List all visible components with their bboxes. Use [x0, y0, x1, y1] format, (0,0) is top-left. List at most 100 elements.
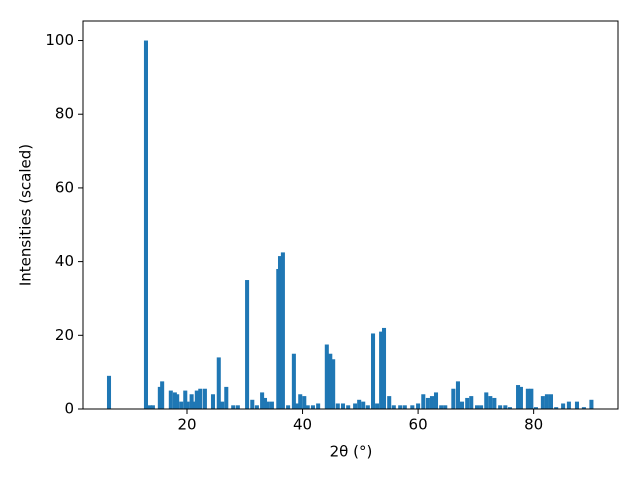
bar — [202, 388, 207, 409]
bar — [503, 405, 508, 409]
plot-frame — [82, 20, 619, 410]
bar — [286, 405, 291, 409]
bar — [533, 407, 538, 409]
bar — [544, 394, 549, 409]
bar — [235, 405, 240, 409]
bar — [548, 394, 554, 409]
x-tick-label: 40 — [293, 416, 312, 434]
bar — [498, 405, 503, 409]
x-tick-label: 20 — [177, 416, 196, 434]
x-tick-label: 80 — [524, 416, 543, 434]
bar — [269, 401, 274, 409]
x-tick-label: 60 — [409, 416, 428, 434]
bar — [210, 394, 216, 409]
bar — [189, 394, 194, 409]
bar — [459, 401, 465, 409]
bar — [172, 392, 177, 409]
bar — [224, 386, 229, 409]
y-tick-label: 60 — [55, 178, 74, 196]
y-tick-label: 0 — [64, 400, 74, 418]
bar — [492, 397, 497, 409]
bar — [455, 381, 460, 409]
bar — [220, 401, 225, 409]
bar — [465, 397, 470, 409]
bar — [194, 390, 199, 409]
bar — [391, 405, 396, 409]
bar — [294, 403, 299, 409]
bar — [346, 405, 351, 409]
bar — [231, 405, 236, 409]
y-tick-label: 40 — [55, 252, 74, 270]
y-tick-label: 80 — [55, 105, 74, 123]
bar — [421, 394, 426, 409]
bar — [245, 280, 250, 409]
bar — [106, 375, 112, 409]
bar — [488, 396, 493, 409]
bar — [402, 405, 407, 409]
bar — [525, 388, 530, 409]
bar — [361, 401, 366, 409]
bar — [328, 353, 333, 409]
bar — [566, 401, 571, 409]
bar — [324, 344, 329, 409]
bar — [379, 331, 384, 409]
bar — [353, 403, 358, 409]
bar — [168, 390, 173, 409]
bar — [265, 401, 270, 409]
bar — [310, 405, 315, 409]
bar — [425, 397, 430, 409]
bar — [143, 40, 148, 410]
bar — [160, 381, 165, 409]
bar — [147, 405, 153, 409]
bar — [260, 392, 265, 409]
bar — [398, 405, 403, 409]
bar — [335, 403, 340, 409]
bar — [262, 397, 268, 409]
bar — [475, 405, 480, 409]
bar — [291, 353, 296, 409]
bar — [150, 405, 155, 409]
bar — [387, 396, 392, 409]
bar — [305, 405, 310, 409]
bar — [365, 405, 370, 409]
bar — [433, 392, 439, 409]
bar — [574, 401, 580, 409]
y-axis-label: Intensities (scaled) — [17, 144, 35, 286]
bar — [254, 405, 259, 409]
bar — [250, 399, 255, 409]
bar — [529, 388, 534, 409]
bar — [375, 403, 380, 409]
bar — [371, 333, 376, 409]
bar — [157, 386, 162, 409]
bar — [429, 396, 434, 409]
bar — [340, 403, 346, 409]
bar — [410, 405, 415, 409]
bar — [280, 252, 285, 409]
bar — [554, 407, 559, 409]
bar — [298, 394, 303, 409]
bar — [183, 390, 188, 409]
bar — [561, 403, 566, 409]
bar — [381, 327, 387, 409]
bar — [277, 256, 283, 409]
bar — [581, 407, 586, 409]
bar — [175, 394, 180, 409]
bar — [331, 359, 336, 409]
bar — [479, 405, 484, 409]
bar — [484, 392, 489, 409]
bar — [469, 396, 474, 409]
bar — [516, 385, 521, 409]
bar — [357, 399, 362, 409]
bar — [589, 399, 594, 409]
bar — [185, 401, 190, 409]
x-axis-label: 2θ (°) — [330, 443, 373, 461]
bar — [416, 403, 421, 409]
bar — [540, 396, 545, 409]
bar — [179, 401, 184, 409]
bar — [451, 388, 456, 409]
bar — [507, 407, 512, 409]
bar — [198, 388, 203, 409]
bar — [302, 396, 307, 409]
bar — [439, 405, 444, 409]
bar — [443, 405, 448, 409]
